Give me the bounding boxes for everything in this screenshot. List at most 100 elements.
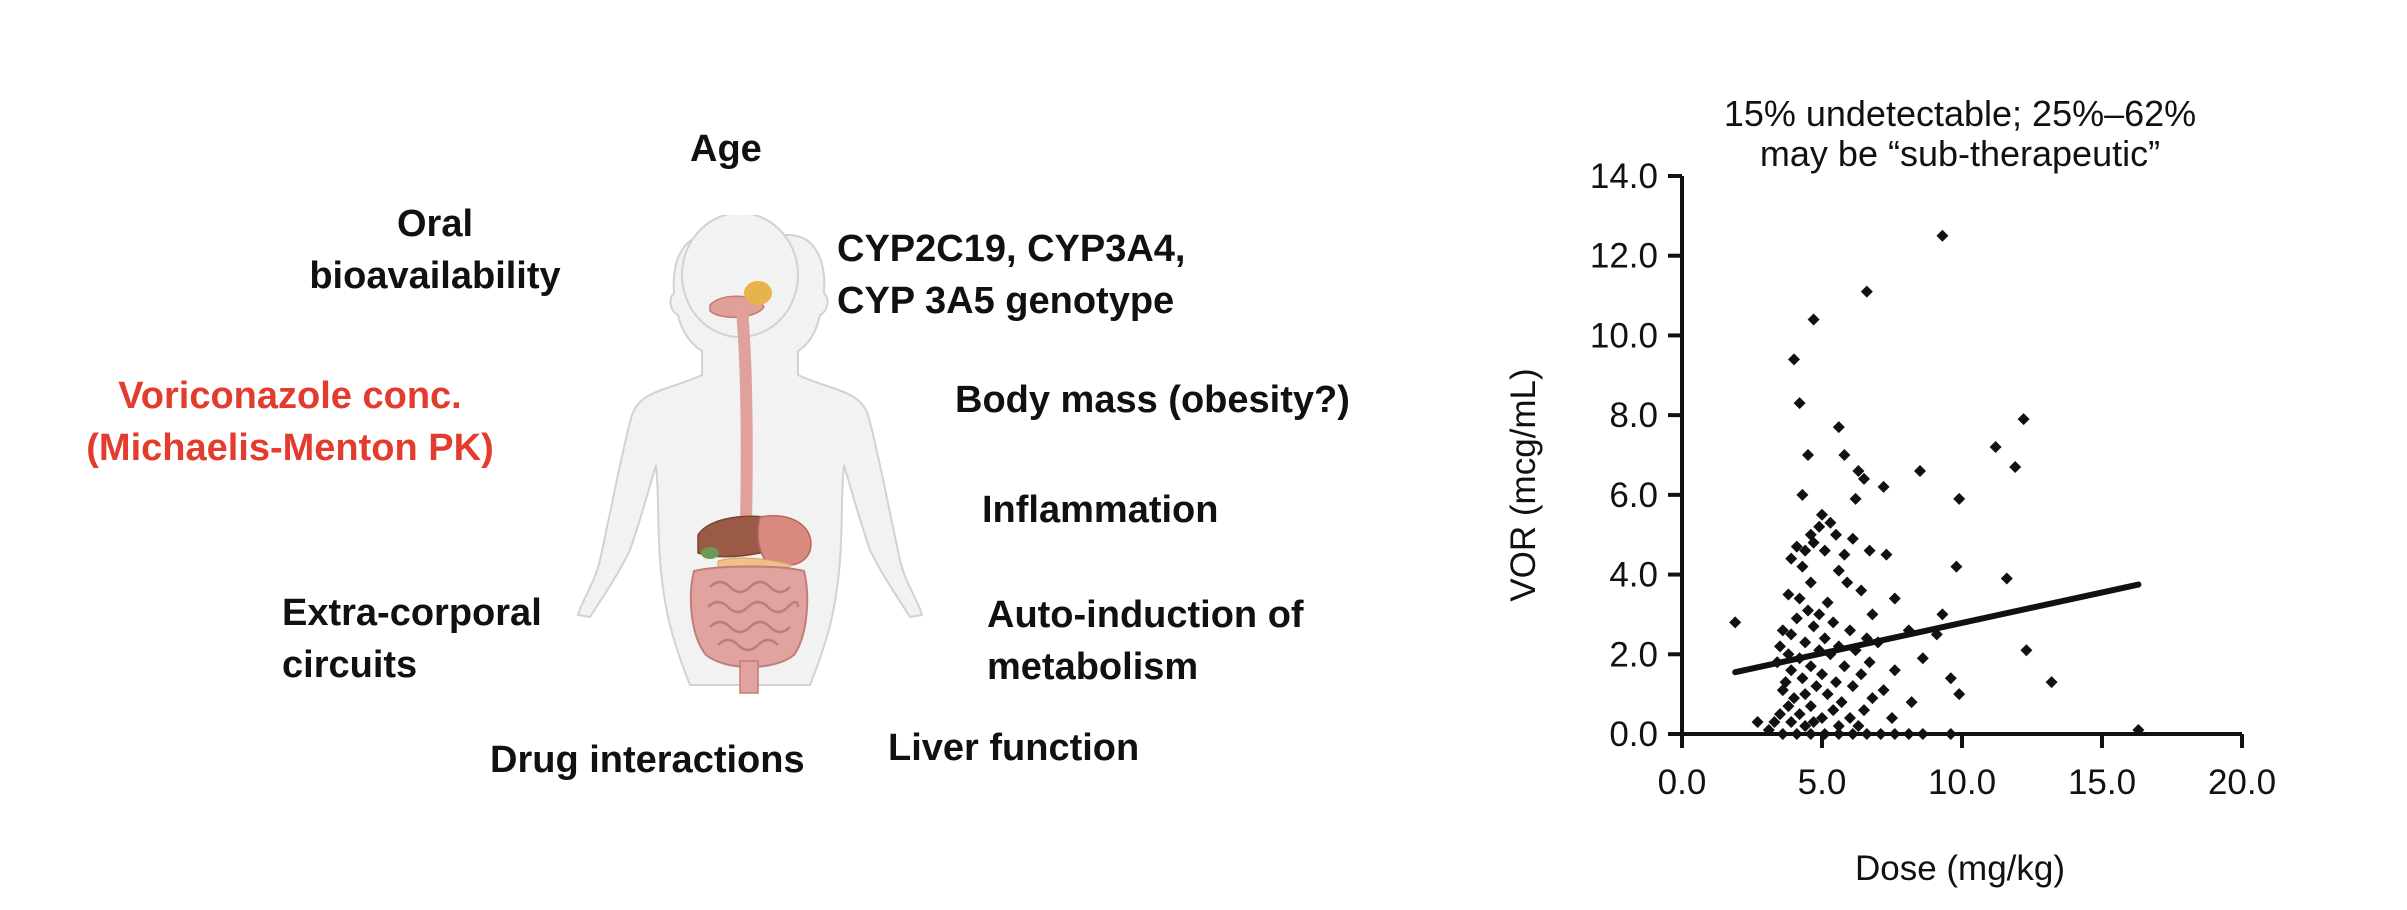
data-point — [1774, 640, 1786, 653]
data-point — [1838, 660, 1851, 673]
x-tick-label: 20.0 — [2208, 763, 2276, 802]
data-point — [1832, 720, 1845, 733]
data-point — [1802, 604, 1814, 617]
data-point — [1846, 532, 1859, 545]
data-point — [1785, 628, 1798, 641]
data-point — [1860, 728, 1873, 740]
label-oral-line2: bioavailability — [309, 255, 561, 297]
y-tick-label: 4.0 — [1609, 556, 1658, 595]
data-point — [1807, 313, 1820, 326]
trendline — [1732, 581, 2142, 676]
data-point — [1846, 728, 1859, 740]
data-point — [1776, 624, 1789, 637]
data-point — [1936, 608, 1949, 621]
data-point — [1799, 636, 1812, 649]
data-point — [1880, 548, 1893, 561]
data-point — [1936, 229, 1949, 242]
data-point — [1863, 656, 1876, 669]
scatter-chart: 15% undetectable; 25%–62% may be “sub-th… — [1504, 93, 2276, 888]
label-drug-interactions: Drug interactions — [490, 739, 805, 781]
data-point — [1832, 421, 1845, 434]
data-point — [1835, 696, 1848, 709]
data-point — [1866, 692, 1879, 705]
y-axis-label: VOR (mcg/mL) — [1504, 368, 1543, 601]
data-point — [1818, 544, 1831, 557]
label-vori-line2: (Michaelis-Menton PK) — [86, 427, 494, 469]
esophagus-shape — [736, 305, 753, 531]
data-point — [1838, 449, 1851, 461]
data-point — [1762, 724, 1775, 737]
data-point — [1774, 708, 1786, 721]
data-point — [1944, 728, 1957, 740]
data-point — [1863, 544, 1876, 557]
data-point — [1858, 704, 1870, 717]
chart-trendline-group — [1732, 581, 2142, 676]
y-tick-label: 2.0 — [1609, 635, 1658, 674]
data-point — [1886, 712, 1898, 725]
data-point — [1818, 632, 1831, 645]
data-point — [1804, 576, 1817, 589]
data-point — [1916, 652, 1929, 665]
data-point — [1799, 544, 1812, 557]
chart-title-line2: may be “sub-therapeutic” — [1760, 133, 2160, 174]
data-point — [1751, 716, 1764, 729]
data-point — [1807, 716, 1820, 729]
data-point — [2045, 676, 2058, 689]
data-point — [1844, 712, 1856, 725]
data-point — [1804, 728, 1817, 740]
data-point — [2132, 724, 2145, 737]
label-oral-line1: Oral — [396, 203, 474, 245]
data-point — [1807, 536, 1820, 549]
data-point — [1877, 684, 1890, 697]
data-point — [1807, 620, 1820, 633]
data-point — [1944, 672, 1957, 685]
y-tick-label: 10.0 — [1590, 316, 1658, 355]
label-vori-line1: Voriconazole conc. — [118, 375, 462, 417]
data-point — [1782, 588, 1795, 601]
intestines-shape — [689, 565, 809, 668]
y-tick-label: 6.0 — [1609, 476, 1658, 515]
parotid-gland-shape — [744, 281, 772, 305]
data-point — [1788, 692, 1800, 705]
data-point — [1888, 592, 1901, 605]
data-point — [1788, 353, 1800, 366]
data-point — [1989, 441, 2002, 454]
data-point — [1821, 688, 1834, 701]
label-liver-function: Liver function — [888, 727, 1140, 769]
x-axis-label: Dose (mg/kg) — [1855, 849, 2065, 888]
data-point — [1796, 560, 1809, 573]
data-point — [1874, 728, 1887, 740]
small-intestine-loops — [707, 580, 800, 652]
data-point — [1779, 676, 1792, 689]
data-point — [1790, 540, 1803, 553]
data-point — [1877, 480, 1890, 493]
data-point — [1816, 508, 1828, 521]
data-point — [1905, 696, 1918, 709]
data-point — [2017, 413, 2030, 426]
data-point — [1852, 720, 1865, 733]
label-extra-corporal: Extra-corporal circuits — [282, 587, 542, 691]
label-body-mass: Body mass (obesity?) — [955, 379, 1350, 421]
data-point — [1802, 449, 1814, 461]
data-point — [1858, 472, 1870, 485]
data-point — [1776, 684, 1789, 697]
rectum-shape — [739, 660, 759, 694]
data-point — [1855, 668, 1868, 681]
label-voriconazole-conc: Voriconazole conc. (Michaelis-Menton PK) — [40, 370, 540, 474]
data-point — [1888, 664, 1901, 677]
y-tick-label: 12.0 — [1590, 237, 1658, 276]
data-point — [1953, 688, 1966, 701]
y-tick-label: 8.0 — [1609, 396, 1658, 435]
data-point — [1813, 608, 1826, 621]
data-point — [1844, 624, 1856, 637]
data-point — [1838, 548, 1851, 561]
data-point — [1804, 528, 1817, 541]
label-cyp-genotype: CYP2C19, CYP3A4, CYP 3A5 genotype — [837, 223, 1186, 327]
data-point — [1785, 716, 1798, 729]
label-age: Age — [690, 128, 762, 170]
x-tick-label: 0.0 — [1658, 763, 1707, 802]
x-tick-label: 15.0 — [2068, 763, 2136, 802]
data-point — [1818, 728, 1831, 740]
data-point — [1804, 660, 1817, 673]
data-point — [1768, 716, 1781, 729]
